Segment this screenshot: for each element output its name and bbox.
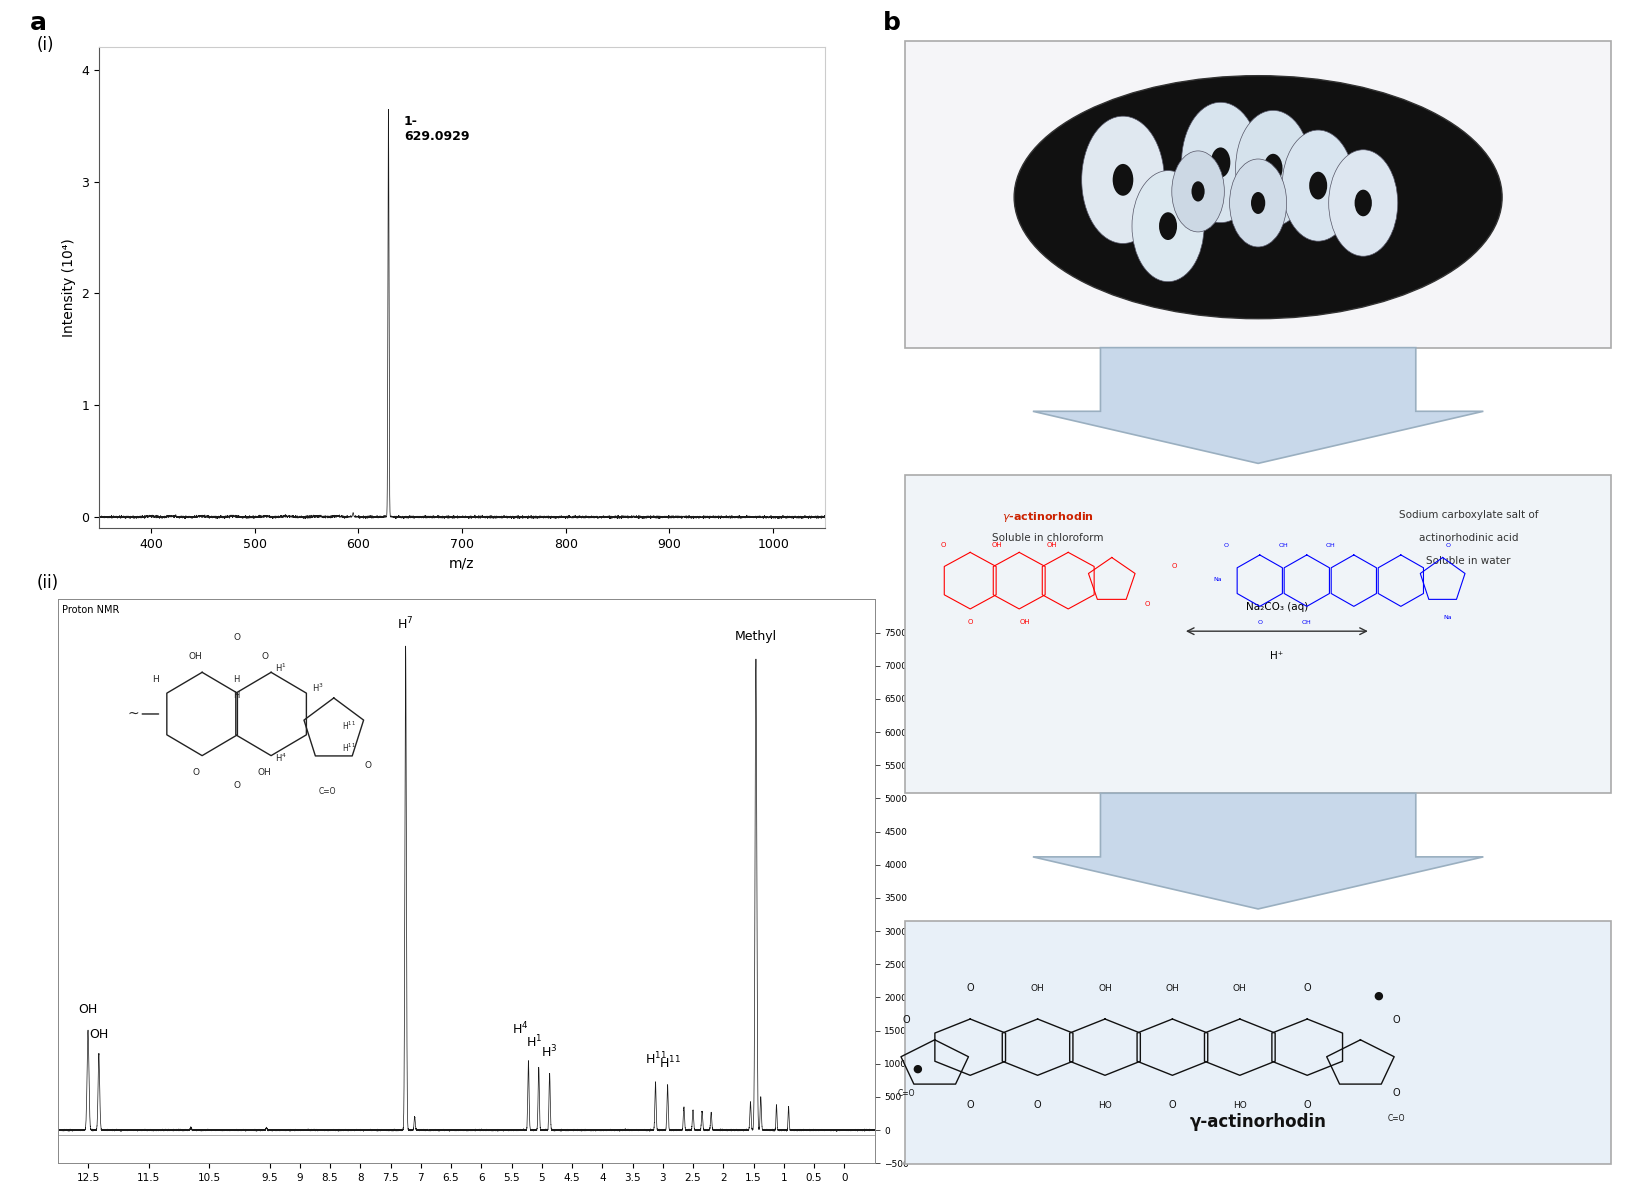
Y-axis label: Intensity (10⁴): Intensity (10⁴) xyxy=(61,239,76,337)
Text: OH: OH xyxy=(1031,984,1044,992)
Text: O: O xyxy=(193,768,200,776)
Text: O: O xyxy=(1035,1100,1041,1110)
Text: O: O xyxy=(967,1100,974,1110)
Text: OH: OH xyxy=(1046,542,1058,548)
Text: Proton NMR: Proton NMR xyxy=(61,605,119,615)
Text: Sodium carboxylate salt of: Sodium carboxylate salt of xyxy=(1399,509,1538,520)
Text: ●: ● xyxy=(912,1064,922,1073)
Polygon shape xyxy=(1033,793,1483,909)
Text: 1-
629.0929: 1- 629.0929 xyxy=(404,115,470,142)
Circle shape xyxy=(1181,102,1259,223)
FancyBboxPatch shape xyxy=(906,42,1610,348)
Text: O: O xyxy=(1257,621,1262,626)
Text: Na: Na xyxy=(1214,577,1223,582)
Text: O: O xyxy=(1393,1015,1399,1024)
Text: a: a xyxy=(30,11,46,34)
Polygon shape xyxy=(1033,348,1483,463)
Text: O: O xyxy=(1445,544,1450,548)
Text: O: O xyxy=(233,634,241,642)
Text: OH: OH xyxy=(1233,984,1247,992)
Circle shape xyxy=(1191,182,1204,202)
Text: O: O xyxy=(1168,1100,1176,1110)
Text: C=O: C=O xyxy=(1388,1113,1404,1123)
Text: H$^3$: H$^3$ xyxy=(541,1043,558,1060)
Text: O: O xyxy=(1393,1088,1399,1098)
Text: H⁺: H⁺ xyxy=(1270,650,1284,661)
Ellipse shape xyxy=(1015,76,1502,319)
Text: H: H xyxy=(233,675,239,684)
Text: H: H xyxy=(152,675,158,684)
Text: H$^4$: H$^4$ xyxy=(512,1021,530,1037)
Text: OH: OH xyxy=(1325,544,1335,548)
FancyBboxPatch shape xyxy=(906,921,1610,1163)
Text: O: O xyxy=(967,620,974,626)
Text: O: O xyxy=(940,542,945,548)
Text: Na: Na xyxy=(1444,615,1452,621)
Text: O: O xyxy=(1223,544,1228,548)
Circle shape xyxy=(1251,192,1266,214)
Text: HO: HO xyxy=(1233,1102,1247,1110)
Circle shape xyxy=(1158,212,1176,240)
Text: b: b xyxy=(883,11,901,34)
Text: H$^{11}$: H$^{11}$ xyxy=(343,742,356,755)
Text: Methyl: Methyl xyxy=(734,629,777,642)
Text: O: O xyxy=(1304,983,1312,992)
Text: OH: OH xyxy=(257,768,272,776)
Text: Na₂CO₃ (aq): Na₂CO₃ (aq) xyxy=(1246,602,1308,611)
Text: O: O xyxy=(365,762,371,770)
Text: OH: OH xyxy=(992,542,1003,548)
Text: OH: OH xyxy=(1165,984,1180,992)
Text: H$^{11}$: H$^{11}$ xyxy=(645,1050,667,1067)
Circle shape xyxy=(1308,172,1327,199)
Text: γ-actinorhodin: γ-actinorhodin xyxy=(1190,1113,1327,1131)
X-axis label: m/z: m/z xyxy=(449,557,475,571)
Circle shape xyxy=(1264,154,1282,183)
Text: O: O xyxy=(967,983,974,992)
Text: H$^7$: H$^7$ xyxy=(398,616,414,633)
Text: O: O xyxy=(233,781,241,789)
Circle shape xyxy=(1132,171,1204,281)
Text: OH: OH xyxy=(1302,621,1312,626)
Circle shape xyxy=(1211,147,1231,178)
Circle shape xyxy=(1236,110,1310,227)
Text: H$^1$: H$^1$ xyxy=(526,1034,543,1050)
Text: H$^{11}$: H$^{11}$ xyxy=(343,719,356,732)
Text: OH: OH xyxy=(1099,984,1112,992)
Text: H$^3$: H$^3$ xyxy=(312,681,323,693)
Circle shape xyxy=(1328,150,1398,256)
Text: $\gamma$-actinorhodin: $\gamma$-actinorhodin xyxy=(1002,509,1094,523)
Text: O: O xyxy=(1172,563,1176,569)
Text: O: O xyxy=(903,1015,911,1024)
Text: H$^{11}$: H$^{11}$ xyxy=(658,1055,681,1072)
Circle shape xyxy=(1082,116,1165,243)
Text: (ii): (ii) xyxy=(36,573,58,591)
Text: (i): (i) xyxy=(36,36,54,53)
Circle shape xyxy=(1229,159,1287,247)
Text: H$^1$: H$^1$ xyxy=(276,662,285,674)
Text: C=O: C=O xyxy=(898,1090,916,1098)
Text: OH: OH xyxy=(79,1003,97,1016)
Text: ●: ● xyxy=(1373,990,1383,1001)
Text: O: O xyxy=(1304,1100,1312,1110)
Circle shape xyxy=(1355,190,1371,216)
Text: OH: OH xyxy=(1279,544,1289,548)
Circle shape xyxy=(1112,164,1134,196)
Text: O: O xyxy=(1145,602,1150,608)
Text: actinorhodinic acid: actinorhodinic acid xyxy=(1419,533,1518,542)
Text: OH: OH xyxy=(89,1028,109,1041)
Text: H$^4$: H$^4$ xyxy=(274,751,287,764)
Text: Soluble in chloroform: Soluble in chloroform xyxy=(992,533,1104,542)
Text: HO: HO xyxy=(1099,1102,1112,1110)
Text: H: H xyxy=(233,691,239,700)
Text: C=O: C=O xyxy=(318,787,337,796)
Text: OH: OH xyxy=(190,653,203,661)
Circle shape xyxy=(1282,131,1355,241)
Circle shape xyxy=(1172,151,1224,231)
Text: Soluble in water: Soluble in water xyxy=(1426,556,1511,566)
FancyBboxPatch shape xyxy=(906,475,1610,793)
Text: OH: OH xyxy=(1020,620,1030,626)
Text: O: O xyxy=(261,653,269,661)
Text: ~: ~ xyxy=(127,707,139,721)
